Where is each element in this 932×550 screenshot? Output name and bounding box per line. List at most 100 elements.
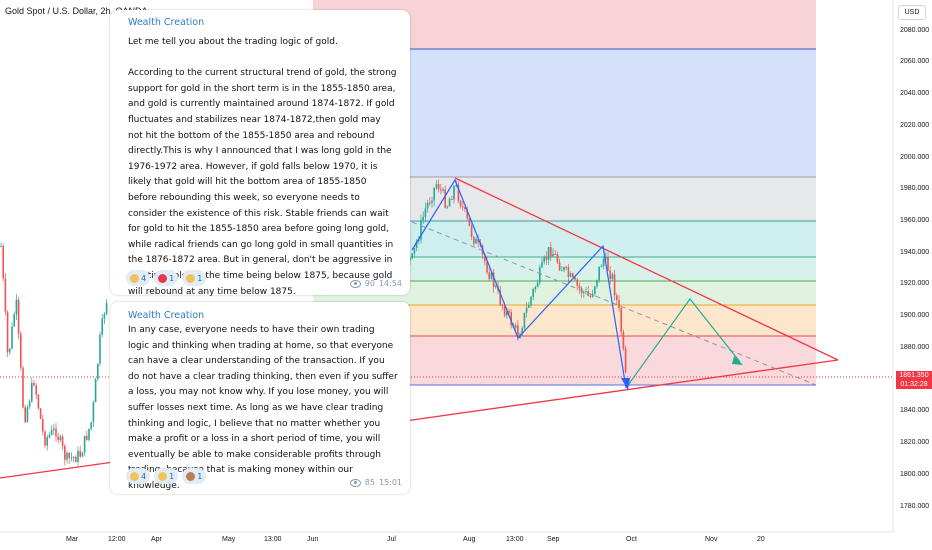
candle-body <box>545 257 548 260</box>
candle-body <box>622 332 625 349</box>
candle-body <box>79 450 81 457</box>
candle-body <box>552 253 554 257</box>
candle-body <box>101 318 103 335</box>
candle-body <box>72 456 75 458</box>
candle-body <box>468 218 471 226</box>
time-tick-label: 13:00 <box>264 536 282 543</box>
candle-body <box>565 267 567 269</box>
candle-body <box>528 305 530 308</box>
current-price-badge: 1861.350 01:32:28 <box>896 371 932 389</box>
candle-body <box>6 311 9 353</box>
candle-body <box>554 253 556 255</box>
candle-body <box>13 314 15 327</box>
candle-body <box>64 445 66 460</box>
candle-body <box>510 312 512 326</box>
candle-body <box>411 253 413 259</box>
reaction-thumbs-up[interactable]: 1 <box>154 468 179 484</box>
projection-path <box>625 298 741 389</box>
candle-body <box>435 184 438 188</box>
candle-body <box>437 184 440 190</box>
candle-body <box>499 290 501 305</box>
candle-body <box>536 282 539 287</box>
candle-body <box>547 246 550 260</box>
message-meta: 90 14:54 <box>349 279 402 288</box>
message-author[interactable]: Wealth Creation <box>128 310 205 321</box>
candle-body <box>15 299 18 315</box>
price-tick-label: 2060.000 <box>900 58 930 65</box>
candle-body <box>569 273 572 277</box>
price-tick-label: 1780.000 <box>900 503 930 510</box>
candle-body <box>473 236 475 244</box>
candle-body <box>558 262 561 271</box>
price-tick-label: 1960.000 <box>900 217 930 224</box>
thumbs-up-icon <box>130 273 139 283</box>
reaction-pray[interactable]: 1 <box>182 270 207 286</box>
reaction-heart[interactable]: 1 <box>154 270 179 286</box>
candle-body <box>44 431 46 446</box>
candle-body <box>28 401 31 408</box>
reaction-monkey[interactable]: 1 <box>182 468 207 484</box>
candle-body <box>92 402 95 423</box>
candle-body <box>506 310 508 316</box>
candle-body <box>55 428 57 437</box>
candle-body <box>77 450 79 463</box>
candle-body <box>534 286 537 290</box>
price-tick-label: 1840.000 <box>900 407 930 414</box>
heart-icon <box>158 273 168 283</box>
candle-body <box>602 259 605 267</box>
candle-body <box>495 286 497 288</box>
candle-body <box>484 254 486 262</box>
candle-body <box>609 270 611 279</box>
candle-body <box>33 382 35 386</box>
candle-body <box>70 457 73 459</box>
candlestick-series <box>0 179 627 467</box>
price-tick-label: 1940.000 <box>900 249 930 256</box>
price-tick-label: 2080.000 <box>900 27 930 34</box>
time-tick-label: Aug <box>463 536 476 543</box>
time-tick-label: Sep <box>547 536 560 543</box>
candle-body <box>598 266 600 281</box>
candle-body <box>9 348 11 353</box>
reaction-bar: 4 1 1 <box>126 468 207 484</box>
candle-body <box>22 367 24 408</box>
candle-body <box>620 308 622 333</box>
candle-body <box>81 452 84 457</box>
candle-body <box>50 429 53 435</box>
pray-icon <box>186 273 196 283</box>
symbol-title[interactable]: Gold Spot / U.S. Dollar, 2h, OANDA <box>5 6 148 16</box>
candle-body <box>24 407 26 422</box>
candle-body <box>90 422 92 429</box>
time-tick-label: 13:00 <box>506 536 524 543</box>
candle-body <box>475 238 477 244</box>
candle-body <box>20 333 22 368</box>
telegram-message-2[interactable]: Wealth Creation In any case, everyone ne… <box>110 302 410 494</box>
price-tick-label: 2020.000 <box>900 122 930 129</box>
pattern-path <box>411 178 627 389</box>
reaction-thumbs-up[interactable]: 4 <box>126 270 151 286</box>
candle-body <box>429 202 431 204</box>
candle-body <box>576 279 578 286</box>
price-tick-label: 1880.000 <box>900 344 930 351</box>
candle-body <box>618 299 620 309</box>
telegram-message-1[interactable]: Wealth Creation Let me tell you about th… <box>110 10 410 297</box>
candle-body <box>503 305 506 316</box>
candle-body <box>457 184 460 201</box>
candle-body <box>420 220 422 240</box>
currency-button[interactable]: USD <box>898 5 926 20</box>
message-author[interactable]: Wealth Creation <box>128 17 205 28</box>
candle-body <box>488 272 490 279</box>
candle-body <box>596 280 598 287</box>
candle-body <box>26 407 29 422</box>
candle-body <box>440 189 442 191</box>
candle-body <box>517 325 519 339</box>
candle-body <box>57 436 59 441</box>
monkey-icon <box>186 471 196 481</box>
candle-body <box>583 292 585 294</box>
candle-body <box>31 382 33 402</box>
time-tick-label: Jul <box>387 536 396 543</box>
candle-body <box>550 246 552 257</box>
reaction-clap[interactable]: 4 <box>126 468 151 484</box>
candle-body <box>459 200 462 207</box>
price-tick-label: 1900.000 <box>900 312 930 319</box>
